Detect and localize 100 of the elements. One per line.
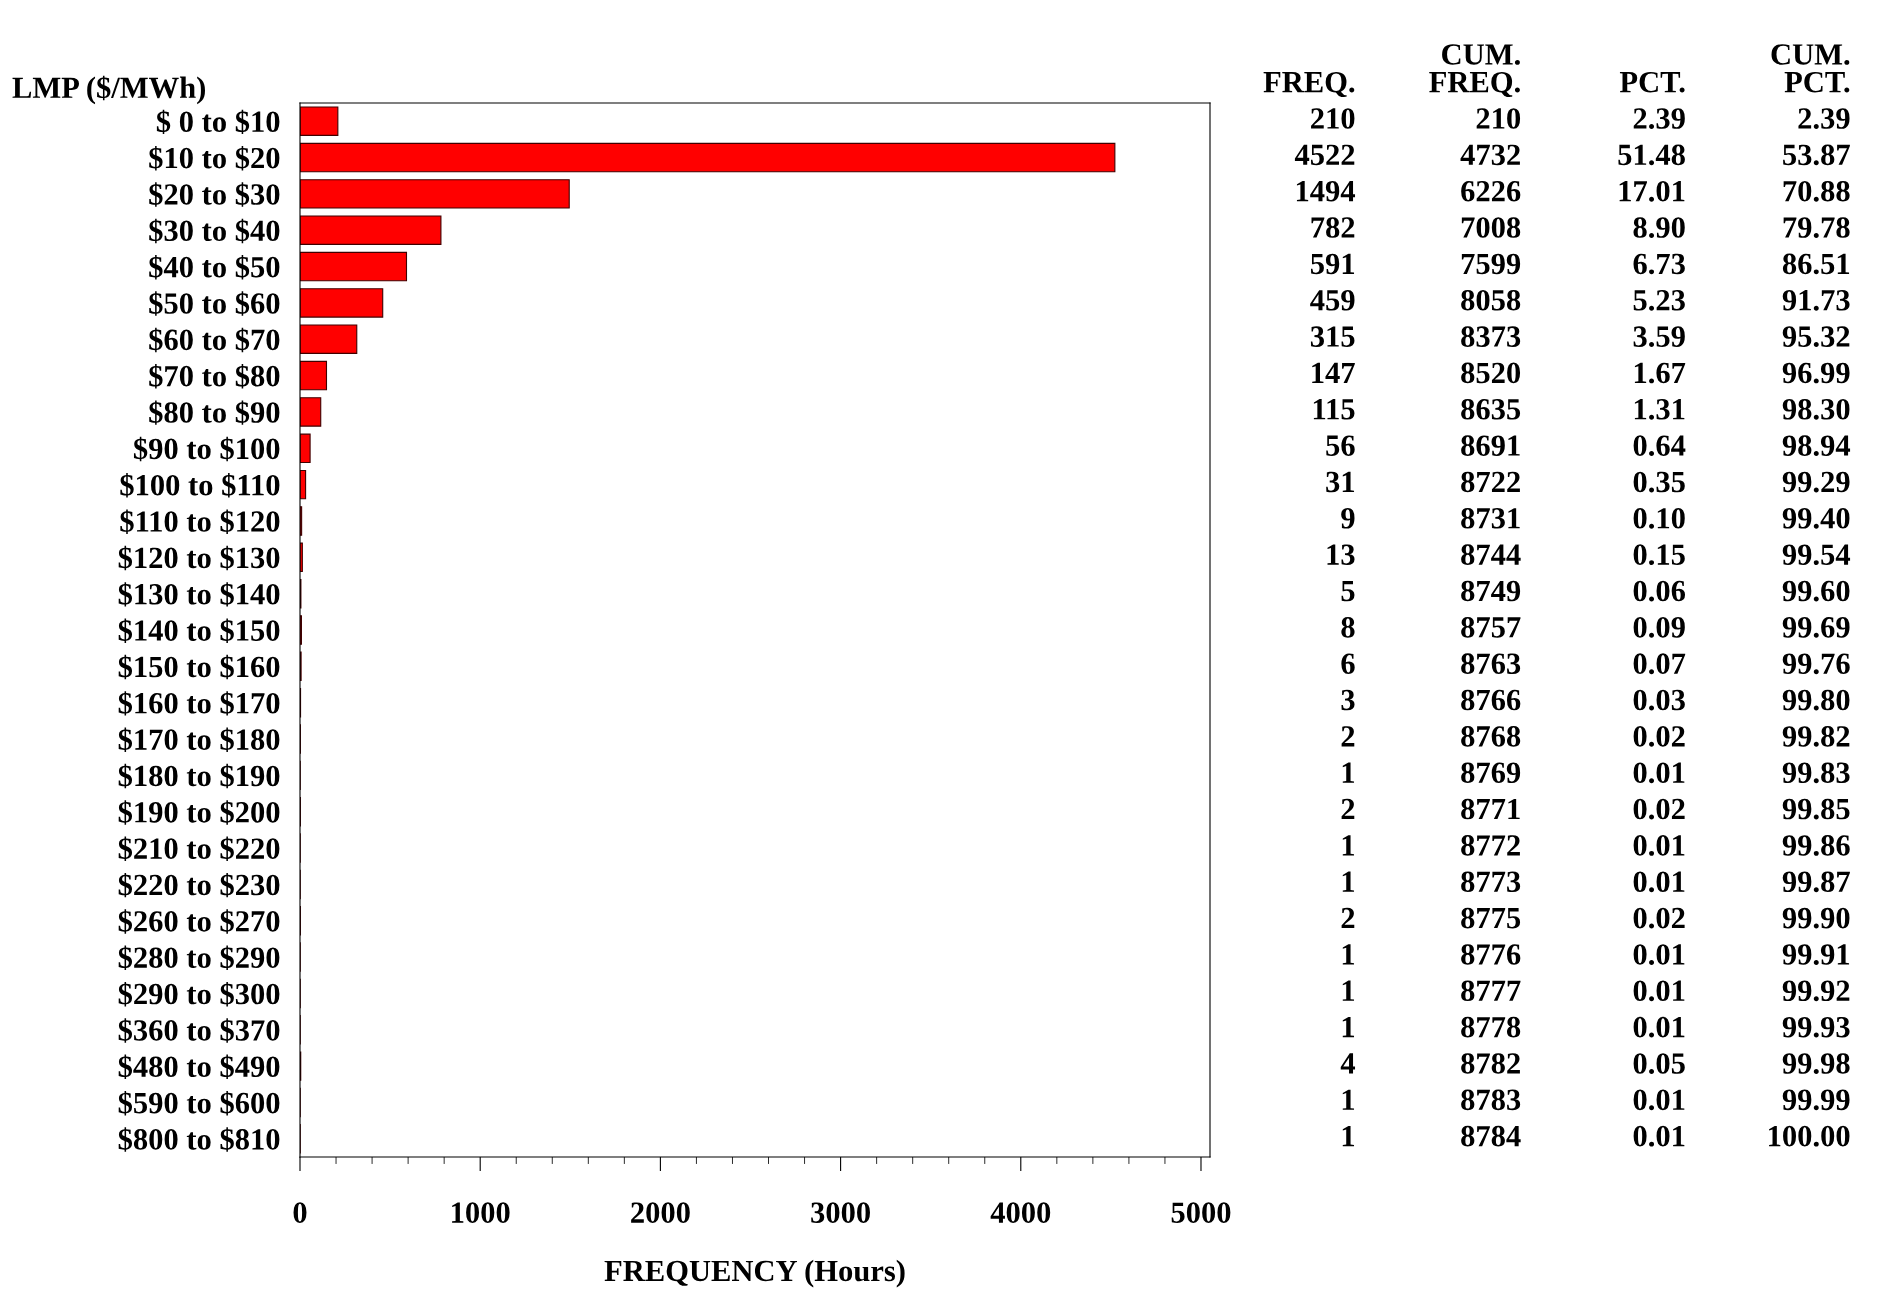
text: 99.40 <box>1782 507 1850 529</box>
text: 86.51 <box>1782 253 1850 275</box>
text: 0.02 <box>1633 907 1685 929</box>
data-label: 1 <box>1342 980 1355 1001</box>
text: 8775 <box>1461 907 1521 929</box>
text: 8722 <box>1461 471 1520 493</box>
text: 99.93 <box>1782 1016 1850 1038</box>
x-tick-label: 4000 <box>990 1202 1051 1223</box>
text: 7599 <box>1461 253 1521 275</box>
text: FREQ. <box>1263 71 1355 98</box>
text: 99.85 <box>1782 798 1850 820</box>
text: 70.88 <box>1783 180 1850 202</box>
text: 0.15 <box>1633 544 1685 566</box>
text: 99.69 <box>1782 617 1850 638</box>
text: 0.64 <box>1633 435 1686 457</box>
text: 8773 <box>1461 871 1521 893</box>
text: 99.90 <box>1782 907 1850 929</box>
text: 0.02 <box>1633 726 1685 747</box>
text: 99.54 <box>1782 544 1851 566</box>
text: 99.60 <box>1782 580 1850 602</box>
data-label: 210 <box>1311 108 1355 129</box>
y-tick-label: $100 to $110 <box>120 473 280 498</box>
text: 17.01 <box>1619 180 1685 202</box>
data-label: 3 <box>1341 689 1355 711</box>
text: 7008 <box>1461 217 1521 238</box>
y-tick-label: $260 to $270 <box>118 909 280 934</box>
text: 95.32 <box>1782 326 1850 348</box>
data-label: 2 <box>1341 907 1355 929</box>
x-tick-label: 2000 <box>631 1202 690 1223</box>
y-tick-label: $60 to $70 <box>149 327 280 353</box>
y-tick-label: $ 0 to $10 <box>156 109 280 135</box>
text: 98.30 <box>1782 398 1850 420</box>
text: 8784 <box>1461 1125 1521 1147</box>
data-label: 31 <box>1326 471 1355 493</box>
data-label: 147 <box>1312 362 1355 383</box>
text: 100.00 <box>1769 1125 1850 1147</box>
data-label: 115 <box>1313 399 1355 420</box>
data-label: 4522 <box>1294 144 1355 166</box>
y-tick-label: $480 to $490 <box>118 1054 280 1080</box>
text: 0.01 <box>1633 980 1685 1002</box>
x-tick-label: 1000 <box>452 1202 510 1223</box>
data-label: 13 <box>1327 544 1355 565</box>
text: 1.31 <box>1634 399 1685 420</box>
text: 8768 <box>1461 726 1521 747</box>
text: 0.02 <box>1633 798 1685 820</box>
text: 0.03 <box>1633 689 1685 711</box>
data-label: 2 <box>1341 726 1355 747</box>
y-tick-label: $70 to $80 <box>149 364 280 389</box>
text: 0.05 <box>1633 1053 1685 1074</box>
text: 8744 <box>1461 544 1521 565</box>
data-label: 1 <box>1342 762 1355 783</box>
text: CUM. PCT. <box>1771 44 1850 93</box>
text: 8776 <box>1461 944 1521 965</box>
y-tick-label: $190 to $200 <box>118 800 280 825</box>
text: 8635 <box>1461 398 1521 420</box>
text: 0.01 <box>1633 871 1685 893</box>
text: 8783 <box>1461 1089 1521 1111</box>
text: 8778 <box>1461 1016 1521 1038</box>
text: 8373 <box>1461 326 1521 347</box>
text: 0.01 <box>1633 762 1685 784</box>
text: 53.87 <box>1783 144 1850 166</box>
text: 1.67 <box>1634 362 1686 384</box>
text: 99.92 <box>1782 980 1850 1002</box>
text: 0.06 <box>1633 580 1686 602</box>
y-tick-label: $800 to $810 <box>118 1127 280 1152</box>
text: 0.01 <box>1633 835 1685 856</box>
y-tick-label: $110 to $120 <box>120 509 280 534</box>
text: 0.09 <box>1633 617 1685 638</box>
text: 3.59 <box>1633 326 1685 348</box>
text: 8058 <box>1461 289 1521 311</box>
data-label: 1 <box>1342 1126 1355 1147</box>
text: 0.07 <box>1633 653 1686 675</box>
text: 8772 <box>1461 835 1520 856</box>
y-axis-title: LMP ($/MWh) <box>12 75 206 105</box>
text: 5.23 <box>1633 290 1685 311</box>
y-tick-label: $160 to $170 <box>118 691 280 716</box>
y-tick-label: $290 to $300 <box>118 981 280 1007</box>
data-label: 4 <box>1340 1053 1356 1074</box>
y-tick-label: $130 to $140 <box>118 582 280 607</box>
text: 8766 <box>1461 689 1521 711</box>
x-tick-label: 0 <box>293 1202 307 1223</box>
text: 51.48 <box>1618 144 1685 166</box>
text: 0.01 <box>1633 944 1685 965</box>
data-label: 459 <box>1310 290 1355 311</box>
text: 91.73 <box>1782 290 1850 311</box>
y-tick-label: $10 to $20 <box>149 145 280 171</box>
data-label: 6 <box>1341 653 1355 674</box>
y-tick-label: $150 to $160 <box>118 654 280 680</box>
text: 99.91 <box>1782 944 1850 965</box>
text: 99.29 <box>1782 471 1850 493</box>
text: 6226 <box>1461 180 1521 202</box>
text: 2.39 <box>1798 108 1850 129</box>
text: 0.01 <box>1633 1016 1685 1038</box>
text: 99.99 <box>1782 1089 1850 1111</box>
data-label: 1 <box>1342 1089 1355 1110</box>
text: 210 <box>1476 108 1521 129</box>
text: 8.90 <box>1633 217 1685 238</box>
text: 6.73 <box>1633 253 1685 275</box>
y-tick-label: $30 to $40 <box>149 218 280 244</box>
data-label: 8 <box>1341 617 1355 638</box>
